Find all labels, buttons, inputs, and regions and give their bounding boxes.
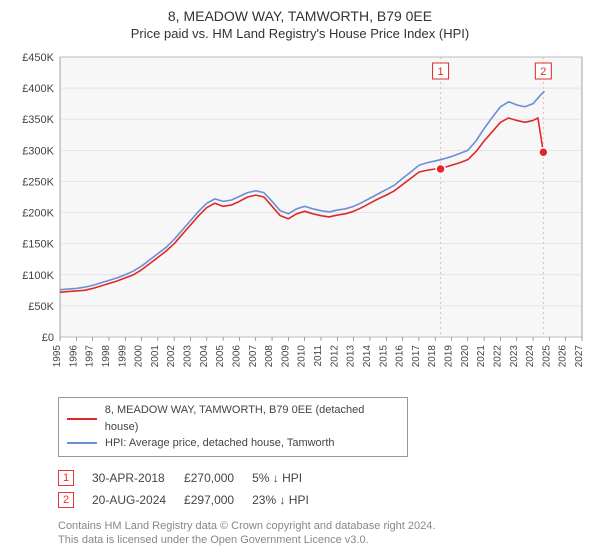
svg-text:2006: 2006: [231, 345, 242, 368]
transaction-date: 20-AUG-2024: [92, 489, 184, 511]
marker-badge: 1: [58, 470, 74, 486]
svg-text:2001: 2001: [150, 345, 161, 368]
svg-text:2007: 2007: [248, 345, 259, 368]
chart: £0 £50K £100K £150K £200K £250K £300K £350K £400…: [10, 49, 590, 389]
svg-text:2015: 2015: [378, 345, 389, 368]
legend-item: HPI: Average price, detached house, Tamw…: [67, 435, 399, 452]
svg-text:£400K: £400K: [22, 83, 54, 95]
svg-text:£100K: £100K: [22, 270, 54, 282]
svg-text:2026: 2026: [558, 345, 569, 368]
svg-text:£300K: £300K: [22, 145, 54, 157]
svg-text:£0: £0: [42, 332, 54, 344]
svg-text:£200K: £200K: [22, 208, 54, 220]
svg-text:2024: 2024: [525, 345, 536, 368]
root: 8, MEADOW WAY, TAMWORTH, B79 0EE Price p…: [0, 0, 600, 554]
transaction-table: 1 30-APR-2018£270,0005% ↓ HPI 2 20-AUG-2024…: [58, 467, 590, 511]
svg-text:2017: 2017: [411, 345, 422, 368]
svg-text:2021: 2021: [476, 345, 487, 368]
svg-text:£450K: £450K: [22, 52, 54, 64]
transaction-delta: 23% ↓ HPI: [252, 489, 327, 511]
svg-text:2: 2: [540, 66, 546, 78]
footer: Contains HM Land Registry data © Crown c…: [58, 519, 590, 549]
svg-text:2025: 2025: [541, 345, 552, 368]
legend-swatch: [67, 418, 97, 420]
svg-text:2012: 2012: [329, 345, 340, 368]
svg-text:2009: 2009: [280, 345, 291, 368]
svg-text:1999: 1999: [117, 345, 128, 368]
legend: 8, MEADOW WAY, TAMWORTH, B79 0EE (detach…: [58, 397, 408, 457]
page-title: 8, MEADOW WAY, TAMWORTH, B79 0EE: [10, 8, 590, 24]
svg-text:2020: 2020: [460, 345, 471, 368]
transaction-price: £297,000: [184, 489, 252, 511]
svg-text:2008: 2008: [264, 345, 275, 368]
svg-text:2013: 2013: [346, 345, 357, 368]
svg-text:2018: 2018: [427, 345, 438, 368]
svg-text:£150K: £150K: [22, 239, 54, 251]
svg-text:2010: 2010: [297, 345, 308, 368]
marker-badge: 2: [58, 492, 74, 508]
transaction-delta: 5% ↓ HPI: [252, 467, 327, 489]
svg-text:£350K: £350K: [22, 114, 54, 126]
svg-text:1: 1: [438, 66, 444, 78]
svg-text:2004: 2004: [199, 345, 210, 368]
svg-text:2016: 2016: [395, 345, 406, 368]
transaction-price: £270,000: [184, 467, 252, 489]
svg-text:2019: 2019: [444, 345, 455, 368]
svg-text:£250K: £250K: [22, 176, 54, 188]
svg-text:2022: 2022: [492, 345, 503, 368]
svg-text:1996: 1996: [68, 345, 79, 368]
footer-line-1: Contains HM Land Registry data © Crown c…: [58, 519, 590, 534]
legend-item: 8, MEADOW WAY, TAMWORTH, B79 0EE (detach…: [67, 402, 399, 435]
legend-label: 8, MEADOW WAY, TAMWORTH, B79 0EE (detach…: [105, 402, 399, 435]
svg-text:2002: 2002: [166, 345, 177, 368]
transaction-row: 2 20-AUG-2024£297,00023% ↓ HPI: [58, 489, 327, 511]
svg-text:2003: 2003: [183, 345, 194, 368]
legend-swatch: [67, 442, 97, 444]
svg-text:2014: 2014: [362, 345, 373, 368]
legend-label: HPI: Average price, detached house, Tamw…: [105, 435, 335, 452]
svg-text:2023: 2023: [509, 345, 520, 368]
svg-text:2005: 2005: [215, 345, 226, 368]
svg-text:2027: 2027: [574, 345, 585, 368]
page-subtitle: Price paid vs. HM Land Registry's House …: [10, 26, 590, 41]
svg-text:1998: 1998: [101, 345, 112, 368]
svg-text:1995: 1995: [52, 345, 63, 368]
footer-line-2: This data is licensed under the Open Gov…: [58, 533, 590, 548]
transaction-row: 1 30-APR-2018£270,0005% ↓ HPI: [58, 467, 327, 489]
svg-text:£50K: £50K: [28, 301, 54, 313]
transaction-date: 30-APR-2018: [92, 467, 184, 489]
svg-text:1997: 1997: [85, 345, 96, 368]
svg-text:2000: 2000: [134, 345, 145, 368]
svg-text:2011: 2011: [313, 345, 324, 367]
